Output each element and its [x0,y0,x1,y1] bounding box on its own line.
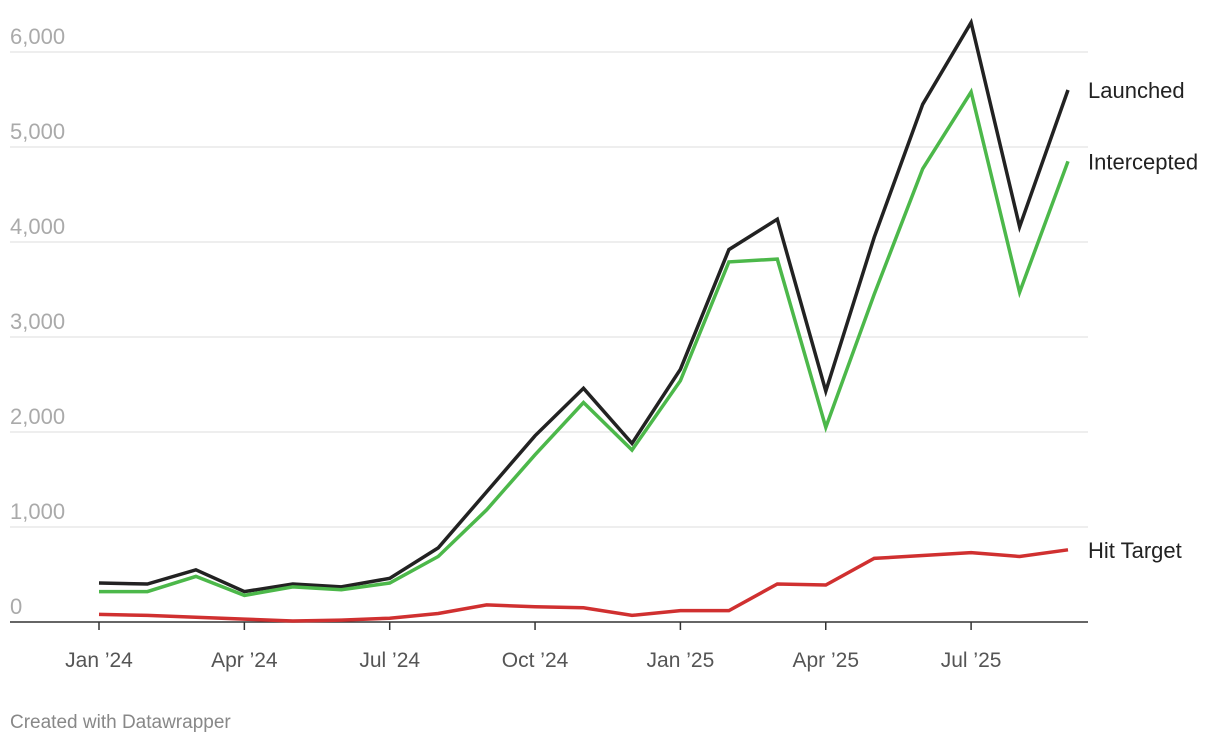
series-label-hit-target: Hit Target [1088,538,1182,563]
x-tick-label: Jul ’24 [359,649,420,672]
y-tick-label: 5,000 [10,119,65,144]
x-tick-label: Jan ’24 [65,649,133,672]
x-tick-label: Jan ’25 [647,649,715,672]
y-tick-label: 4,000 [10,214,65,239]
x-tick-label: Jul ’25 [941,649,1002,672]
y-tick-label: 2,000 [10,404,65,429]
y-axis-tick-labels: 0 1,000 2,000 3,000 4,000 5,000 6,000 [10,24,65,619]
series-line-intercepted [99,87,1070,598]
credit-text: Created with Datawrapper [10,712,231,733]
series-labels: Launched Intercepted Hit Target [1088,78,1198,563]
y-tick-label: 3,000 [10,309,65,334]
x-axis: Jan ’24 Apr ’24 Jul ’24 Oct ’24 Jan ’25 Apr ’… [10,621,1088,672]
series-label-intercepted: Intercepted [1088,149,1198,174]
series-label-launched: Launched [1088,78,1185,103]
y-tick-label: 0 [10,594,22,619]
series-line-launched [98,17,1070,594]
series-lines [98,17,1070,623]
x-tick-label: Apr ’25 [792,649,859,672]
y-tick-label: 1,000 [10,499,65,524]
x-tick-label: Apr ’24 [211,649,278,672]
series-line-hit-target [98,548,1069,623]
y-tick-label: 6,000 [10,24,65,49]
line-chart: 0 1,000 2,000 3,000 4,000 5,000 6,000 Jan ’24 A… [10,17,1198,672]
x-tick-label: Oct ’24 [502,649,569,672]
gridlines [10,51,1088,528]
